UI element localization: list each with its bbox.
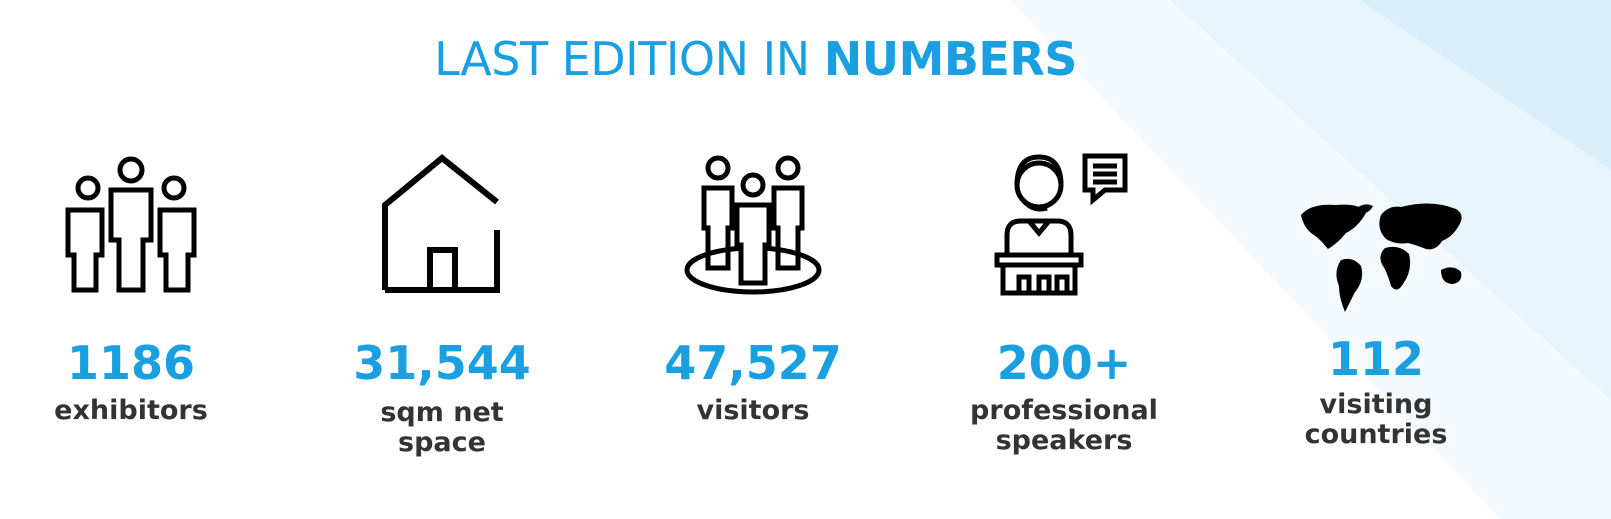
stat-label: professional speakers — [970, 395, 1158, 456]
stat: 31,544 sqm net space — [322, 150, 562, 458]
stat-value: 200+ — [996, 336, 1132, 390]
stat-label: visitors — [696, 395, 810, 426]
stat-label: exhibitors — [54, 395, 208, 426]
title-bold: NUMBERS — [823, 32, 1078, 86]
stat: 200+ professional speakers — [944, 150, 1184, 456]
stat: 112 visiting countries — [1256, 150, 1496, 450]
stat-value: 1186 — [66, 336, 196, 390]
stat-value: 47,527 — [664, 336, 842, 390]
stat-value: 112 — [1327, 332, 1425, 386]
stat-label: sqm net space — [380, 397, 504, 458]
icon-house — [382, 154, 500, 293]
title-light: LAST EDITION IN — [434, 32, 810, 86]
stat: 47,527 visitors — [633, 150, 873, 426]
stat-label: visiting countries — [1304, 389, 1448, 450]
icon-world-map — [1301, 203, 1462, 312]
icon-speaker — [994, 153, 1128, 296]
title: LAST EDITION IN NUMBERS — [0, 32, 1511, 86]
icon-people — [65, 156, 197, 293]
stat-value: 31,544 — [353, 336, 531, 390]
bg-stripe — [1360, 0, 1611, 170]
stat: 1186 exhibitors — [11, 150, 251, 426]
bg-stripe — [1170, 0, 1611, 400]
icon-crowd — [684, 155, 822, 295]
